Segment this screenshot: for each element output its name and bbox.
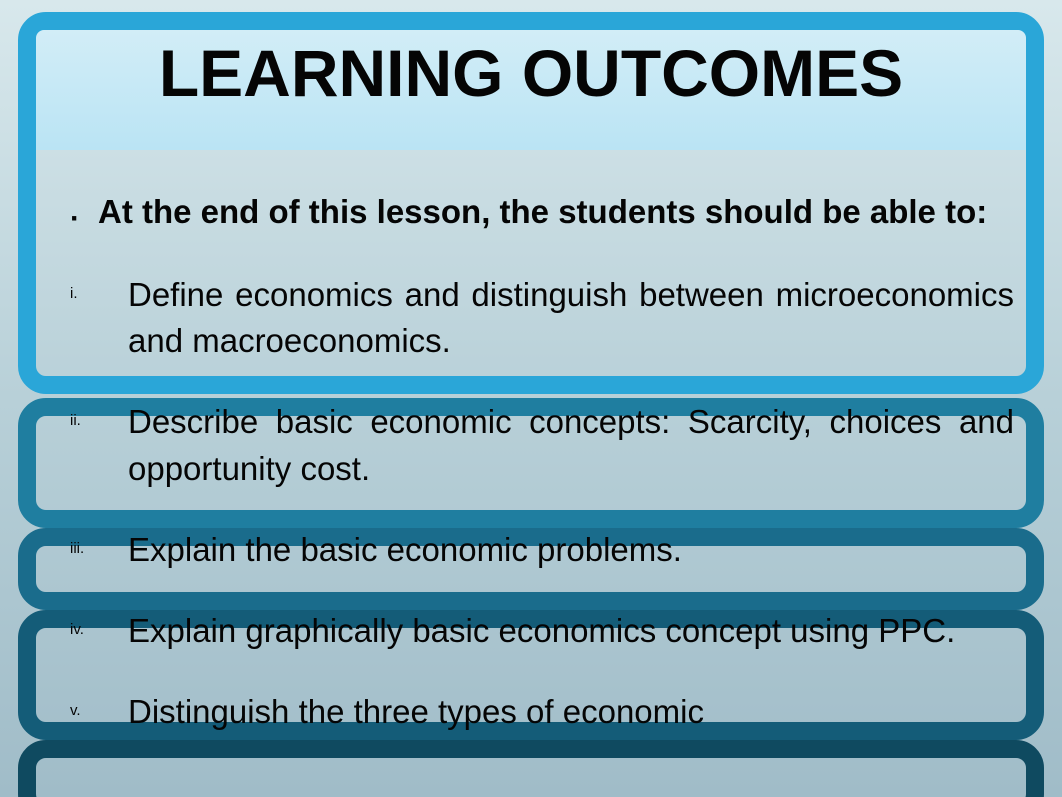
slide-content: · At the end of this lesson, the student…: [70, 190, 1014, 770]
list-item-numeral: v.: [70, 689, 128, 736]
list-item: iv. Explain graphically basic economics …: [70, 608, 1014, 655]
list-item: i. Define economics and distinguish betw…: [70, 272, 1014, 366]
list-item-numeral: iv.: [70, 608, 128, 655]
slide-title: LEARNING OUTCOMES: [0, 34, 1062, 113]
list-item-text: Explain the basic economic problems.: [128, 527, 1014, 574]
list-item-numeral: iii.: [70, 527, 128, 574]
slide: LEARNING OUTCOMES · At the end of this l…: [0, 0, 1062, 797]
intro-bullet: ·: [70, 190, 98, 238]
list-item-text: Explain graphically basic economics conc…: [128, 608, 1014, 655]
list-item: iii. Explain the basic economic problems…: [70, 527, 1014, 574]
intro-text: At the end of this lesson, the students …: [98, 190, 1014, 238]
list-item-numeral: i.: [70, 272, 128, 366]
list-item: v. Distinguish the three types of econom…: [70, 689, 1014, 736]
intro-row: · At the end of this lesson, the student…: [70, 190, 1014, 238]
list-item-text: Distinguish the three types of economic: [128, 689, 1014, 736]
list-item: ii. Describe basic economic concepts: Sc…: [70, 399, 1014, 493]
list-item-text: Define economics and distinguish between…: [128, 272, 1014, 366]
list-item-text: Describe basic economic concepts: Scarci…: [128, 399, 1014, 493]
list-item-numeral: ii.: [70, 399, 128, 493]
